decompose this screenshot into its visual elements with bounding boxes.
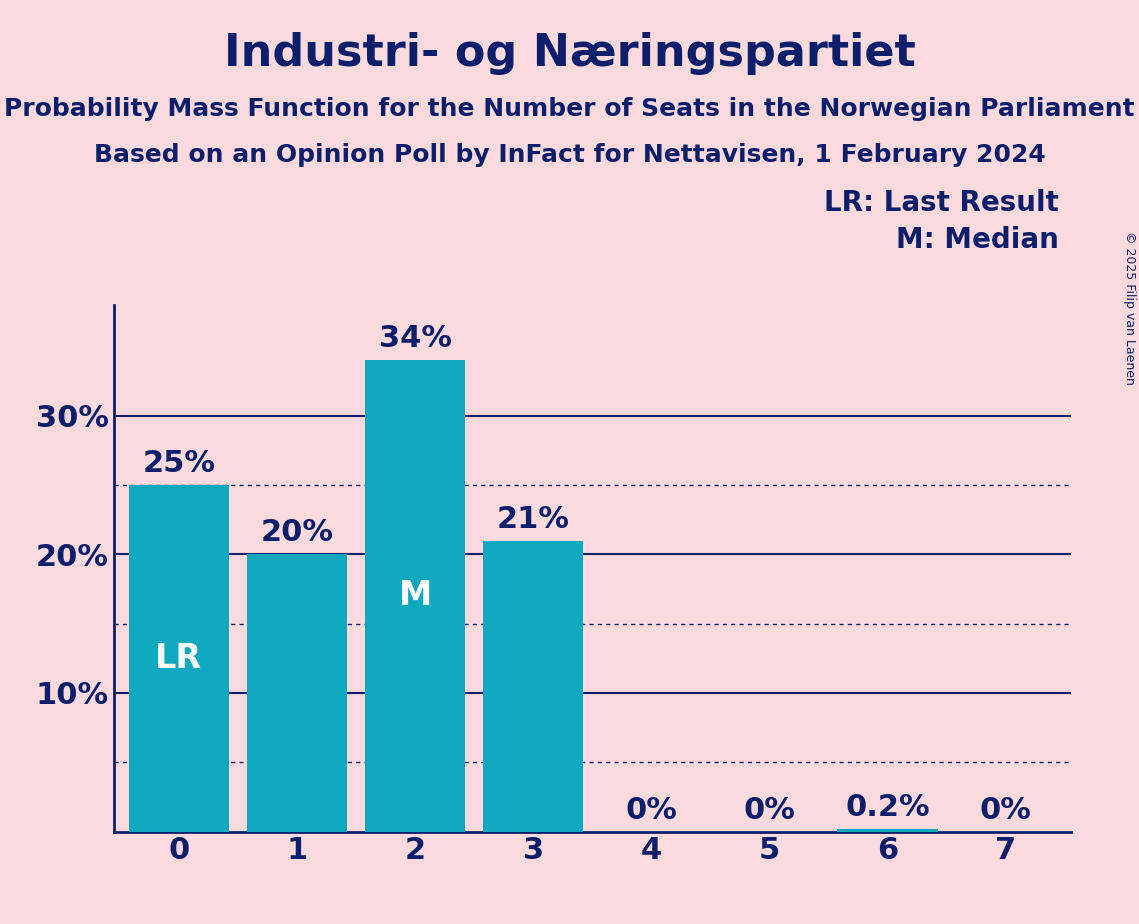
Text: M: M [399, 579, 432, 613]
Text: Probability Mass Function for the Number of Seats in the Norwegian Parliament: Probability Mass Function for the Number… [5, 97, 1134, 121]
Bar [364, 360, 466, 832]
Text: 0%: 0% [744, 796, 795, 824]
Text: 20%: 20% [261, 518, 334, 547]
Text: 34%: 34% [378, 324, 451, 354]
Bar [483, 541, 583, 832]
Text: M: Median: M: Median [896, 226, 1059, 254]
Text: Industri- og Næringspartiet: Industri- og Næringspartiet [223, 32, 916, 76]
Text: LR: Last Result: LR: Last Result [825, 189, 1059, 217]
Text: 0.2%: 0.2% [845, 793, 929, 822]
Text: 0%: 0% [625, 796, 678, 824]
Bar [837, 829, 937, 832]
Bar [247, 554, 347, 832]
Bar [129, 485, 229, 832]
Text: LR: LR [155, 642, 203, 675]
Text: © 2025 Filip van Laenen: © 2025 Filip van Laenen [1123, 231, 1137, 385]
Text: Based on an Opinion Poll by InFact for Nettavisen, 1 February 2024: Based on an Opinion Poll by InFact for N… [93, 143, 1046, 167]
Text: 0%: 0% [980, 796, 1032, 824]
Text: 25%: 25% [142, 449, 215, 479]
Text: 21%: 21% [497, 505, 570, 534]
